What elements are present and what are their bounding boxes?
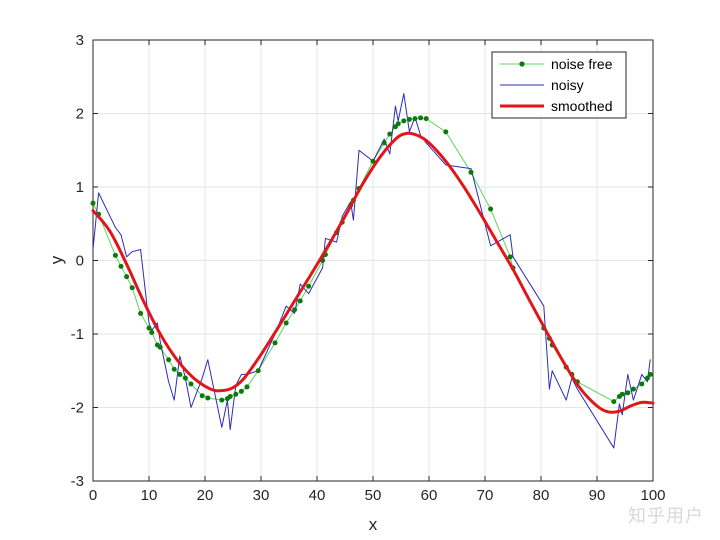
data-point-noise-free — [611, 399, 617, 405]
data-point-noise-free — [647, 371, 653, 377]
x-tick-label: 30 — [253, 487, 270, 504]
data-point-noise-free — [227, 393, 233, 399]
data-point-noise-free — [219, 397, 225, 403]
data-point-noise-free — [166, 357, 172, 363]
data-point-noise-free — [630, 386, 636, 392]
data-point-noise-free — [118, 263, 124, 269]
y-tick-label: 3 — [76, 32, 84, 49]
data-point-noise-free — [507, 254, 513, 260]
legend-label-noise-free: noise free — [551, 56, 613, 72]
data-point-noise-free — [188, 381, 194, 387]
x-tick-label: 10 — [141, 487, 158, 504]
data-point-noise-free — [205, 395, 211, 401]
series-layer — [90, 93, 655, 449]
data-point-noise-free — [255, 368, 261, 374]
data-point-noise-free — [146, 325, 152, 331]
x-tick-label: 70 — [477, 487, 494, 504]
data-point-noise-free — [149, 330, 155, 336]
data-point-noise-free — [182, 375, 188, 381]
x-tick-label: 80 — [533, 487, 550, 504]
series-line-noisy — [92, 93, 651, 449]
data-point-noise-free — [625, 390, 631, 396]
y-tick-label: 0 — [76, 253, 84, 270]
y-tick-label: 2 — [76, 106, 84, 123]
data-point-noise-free — [244, 384, 250, 390]
legend-marker-noise-free — [519, 61, 525, 67]
data-point-noise-free — [199, 393, 205, 399]
x-tick-label: 20 — [197, 487, 214, 504]
data-point-noise-free — [233, 391, 239, 397]
data-point-noise-free — [370, 158, 376, 164]
data-point-noise-free — [381, 140, 387, 146]
x-axis-label: x — [369, 515, 378, 534]
x-tick-label: 0 — [89, 487, 97, 504]
data-point-noise-free — [171, 366, 177, 372]
y-tick-label: -3 — [71, 473, 84, 490]
legend: noise free noisy smoothed — [491, 51, 627, 119]
data-point-noise-free — [292, 307, 298, 313]
y-axis-label: y — [47, 255, 66, 264]
data-point-noise-free — [443, 129, 449, 135]
data-point-noise-free — [488, 206, 494, 212]
x-tick-label: 50 — [365, 487, 382, 504]
tick-marks — [92, 39, 654, 482]
data-point-noise-free — [112, 252, 118, 258]
data-point-noise-free — [406, 116, 412, 122]
data-point-noise-free — [90, 200, 96, 206]
y-tick-label: 1 — [76, 179, 84, 196]
x-tick-labels: 0 10 20 30 40 50 60 70 80 90 100 — [89, 487, 666, 504]
data-point-noise-free — [306, 283, 312, 289]
data-point-noise-free — [619, 391, 625, 397]
data-point-noise-free — [401, 118, 407, 124]
data-point-noise-free — [138, 310, 144, 316]
data-point-noise-free — [423, 116, 429, 122]
data-point-noise-free — [238, 388, 244, 394]
legend-label-smoothed: smoothed — [551, 98, 612, 114]
data-point-noise-free — [283, 320, 289, 326]
data-point-noise-free — [639, 381, 645, 387]
data-point-noise-free — [177, 371, 183, 377]
y-tick-label: -1 — [71, 326, 84, 343]
data-point-noise-free — [644, 375, 650, 381]
series-line-smoothed — [91, 131, 655, 414]
legend-label-noisy: noisy — [551, 77, 584, 93]
data-point-noise-free — [297, 298, 303, 304]
data-point-noise-free — [157, 344, 163, 350]
data-point-noise-free — [124, 274, 130, 280]
x-tick-label: 40 — [309, 487, 326, 504]
data-point-noise-free — [272, 340, 278, 346]
y-tick-labels: -3 -2 -1 0 1 2 3 — [71, 32, 84, 490]
y-tick-label: -2 — [71, 400, 84, 417]
data-point-noise-free — [468, 169, 474, 175]
x-tick-label: 100 — [640, 487, 665, 504]
watermark: 知乎用户 — [628, 506, 704, 527]
data-point-noise-free — [412, 116, 418, 122]
x-tick-label: 60 — [421, 487, 438, 504]
x-tick-label: 90 — [589, 487, 606, 504]
data-point-noise-free — [129, 285, 135, 291]
data-point-noise-free — [387, 131, 393, 137]
data-point-noise-free — [395, 121, 401, 127]
data-point-noise-free — [418, 115, 424, 121]
